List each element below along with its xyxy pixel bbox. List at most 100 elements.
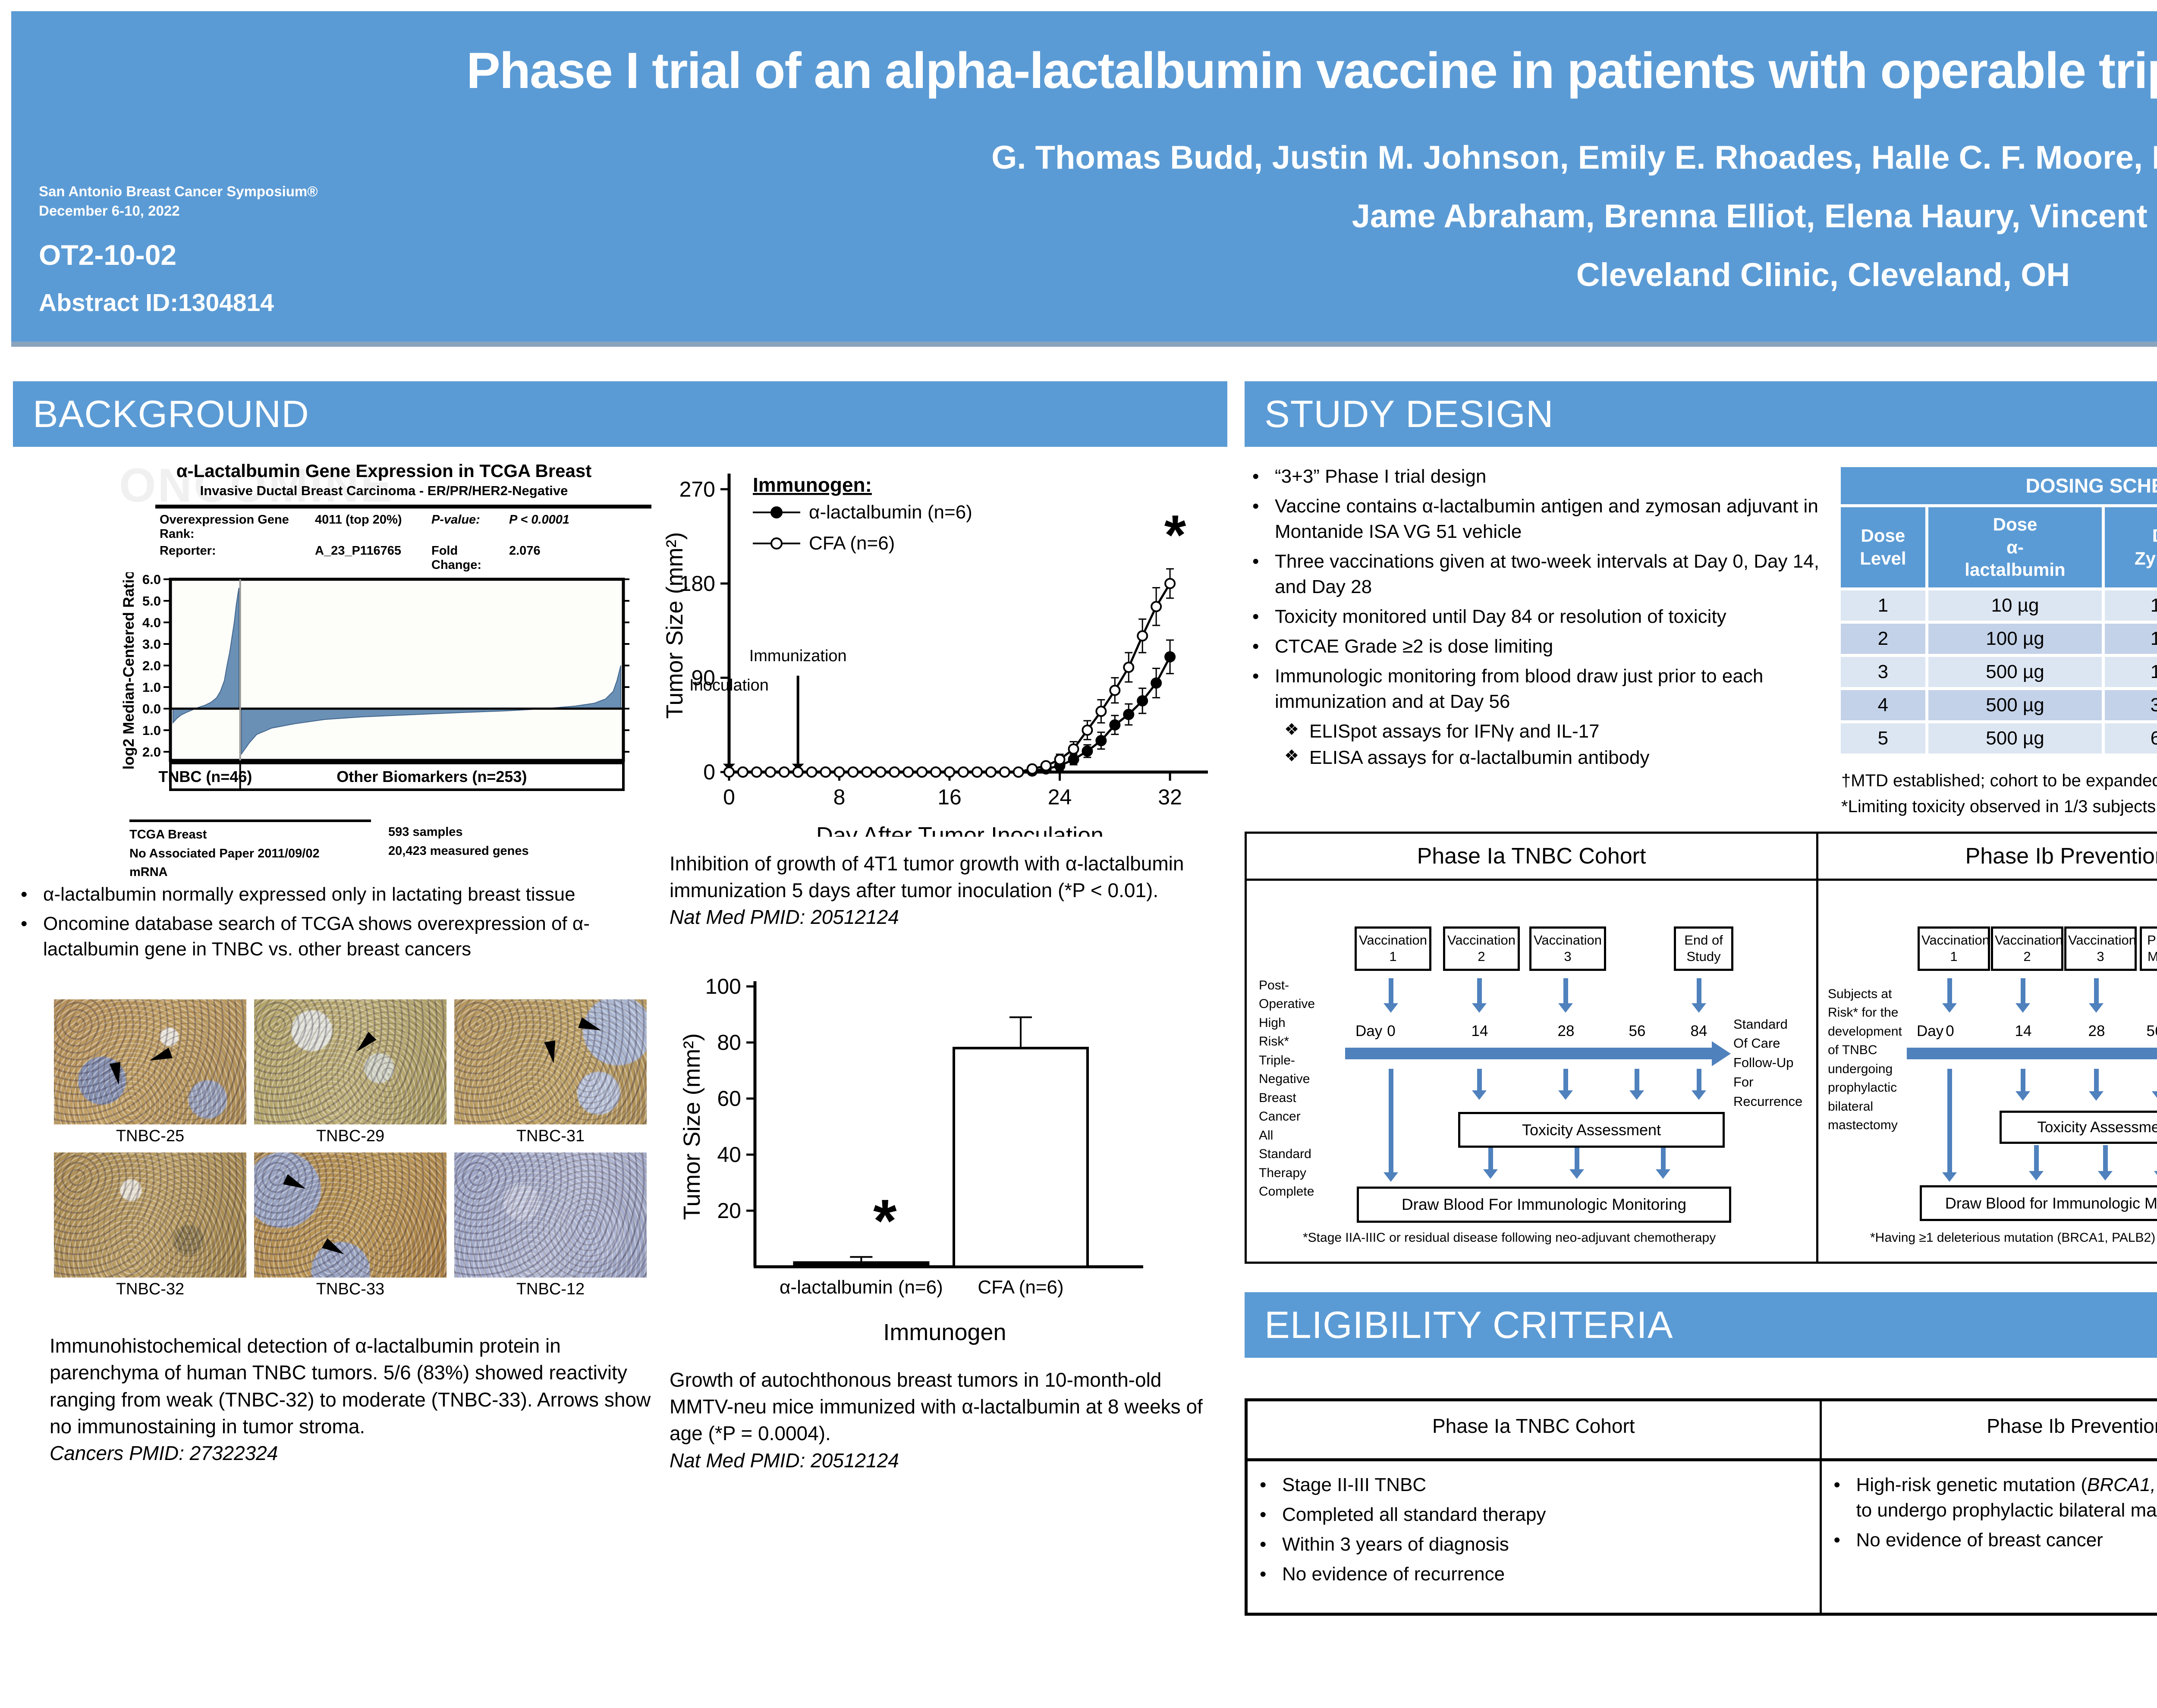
stat-label: Fold Change: [431,544,481,572]
authors-line-2: Jame Abraham, Brenna Elliot, Elena Haury… [1352,198,2157,235]
svg-text:Tumor Size (mm²): Tumor Size (mm²) [662,532,688,719]
study-bullet: Toxicity monitored until Day 84 or resol… [1245,604,1825,630]
eligibility-col2-title: Phase Ib Prevention Cohort [1821,1401,2157,1462]
bar-chart-caption: Growth of autochthonous breast tumors in… [670,1366,1222,1473]
tcga-expression-figure: ONCOMINE α-Lactalbumin Gene Expression i… [116,459,651,882]
ihc-image-tnbc32 [54,1152,246,1278]
dose-row: 110 µg10 µg3/3 [1841,590,2157,621]
stat-label: Overexpression Gene Rank: [160,513,289,541]
ihc-caption-source: Cancers PMID: 27322324 [50,1441,278,1464]
day-tick: 56 [1629,1022,1646,1039]
svg-text:Day After Tumor Inoculation: Day After Tumor Inoculation [816,823,1104,837]
svg-text:TNBC (n=46): TNBC (n=46) [158,768,252,785]
phase-ib-title: Phase Ib Prevention Cohort [1818,834,2157,881]
dosing-footnotes: †MTD established; cohort to be expanded … [1841,768,2157,819]
down-arrow-icon [1692,1068,1706,1100]
tcga-genes: 20,423 measured genes [388,844,529,858]
ihc-image-tnbc12 [454,1152,647,1278]
background-bullet: Oncomine database search of TCGA shows o… [13,911,608,962]
day-tick: 0 [1946,1022,1954,1039]
ia-toxicity-box: Toxicity Assessment [1458,1111,1725,1148]
day-tick: 14 [2015,1022,2032,1039]
day-word: Day [1917,1022,1944,1039]
line-chart-caption: Inhibition of growth of 4T1 tumor growth… [670,850,1222,930]
ihc-label: TNBC-32 [116,1280,185,1299]
phase-ia-panel: Phase Ia TNBC Cohort Post- Operative Hig… [1247,833,1818,1262]
tcga-waterfall-chart: 6.0 5.0 4.0 3.0 2.0 1.0 0.0 1.0 2.0 log2 Median-C… [120,570,629,791]
svg-text:90: 90 [691,666,715,690]
down-arrow-icon [1558,1068,1573,1100]
ihc-image-tnbc25 [54,999,246,1125]
study-sub-bullet: ELISA assays for α-lactalbumin antibody [1245,745,1825,771]
down-arrow-icon [1692,978,1706,1013]
down-arrow-icon [1383,1068,1398,1182]
down-arrow-icon [2016,1068,2030,1101]
tcga-mrna: mRNA [129,865,168,879]
svg-text:8: 8 [833,785,846,809]
background-bullet: α-lactalbumin normally expressed only in… [13,882,608,907]
svg-text:*: * [873,1187,897,1255]
eligibility-item: High-risk genetic mutation (BRCA1, PALB2… [1826,1473,2157,1523]
svg-text:α-lactalbumin (n=6): α-lactalbumin (n=6) [780,1277,943,1298]
study-bullet: Immunologic monitoring from blood draw j… [1245,664,1825,715]
svg-text:20: 20 [717,1199,741,1223]
ib-footnote: *Having ≥1 deleterious mutation (BRCA1, … [1870,1230,2156,1245]
day-word: Day [1355,1022,1383,1039]
ihc-label: TNBC-25 [116,1127,185,1146]
ihc-caption: Immunohistochemical detection of α-lacta… [50,1332,662,1466]
svg-text:16: 16 [937,785,962,809]
stat-value: 2.076 [509,544,541,558]
tcga-figure-subtitle: Invasive Ductal Breast Carcinoma - ER/PR… [200,483,568,498]
abstract-id: Abstract ID:1304814 [39,289,274,317]
affiliation: Cleveland Clinic, Cleveland, OH [1576,257,2070,293]
dosing-footnote: *Limiting toxicity observed in 1/3 subje… [1841,797,2156,816]
down-arrow-icon [1483,1147,1498,1179]
ib-toxicity-box: Toxicity Assessment [2000,1110,2157,1144]
svg-text:4.0: 4.0 [142,615,161,630]
dosing-scheme: DOSING SCHEME Dose Level Dose α- lactalb… [1838,464,2157,819]
eligibility-item: Completed all standard therapy [1252,1502,1809,1528]
day-tick: 28 [2088,1022,2105,1039]
down-arrow-icon [1629,1068,1644,1100]
ia-blood-box: Draw Blood For Immunologic Monitoring [1357,1186,1731,1223]
tcga-paper: No Associated Paper 2011/09/02 [129,846,320,860]
day-tick: 0 [1387,1022,1396,1039]
stat-label: Reporter: [160,544,216,558]
timeline-arrow [1345,1041,1731,1066]
tcga-stats: Overexpression Gene Rank: 4011 (top 20%)… [160,513,651,572]
end-of-study-box: End of Study [1674,926,1733,971]
ihc-image-tnbc29 [254,999,446,1125]
study-design-header: STUDY DESIGN [1245,381,2157,447]
dosing-title: DOSING SCHEME [1841,467,2157,504]
svg-text:6.0: 6.0 [142,572,161,587]
ihc-label: TNBC-33 [316,1280,385,1299]
svg-text:0: 0 [723,785,735,809]
svg-text:1.0: 1.0 [142,723,161,738]
svg-text:0.0: 0.0 [142,701,161,716]
svg-text:Immunogen:: Immunogen: [753,474,872,496]
day-tick: 84 [1690,1022,1707,1039]
tcga-footer-right: 593 samples 20,423 measured genes [388,819,529,882]
svg-text:CFA (n=6): CFA (n=6) [809,533,895,554]
header-banner: Phase I trial of an alpha-lactalbumin va… [11,11,2157,347]
vaccination-1-box: Vaccination 1 [1355,926,1431,971]
study-bullet: “3+3” Phase I trial design [1245,464,1825,490]
svg-text:2.0: 2.0 [142,744,161,760]
down-arrow-icon [2089,978,2104,1013]
ihc-image-tnbc33 [254,1152,446,1278]
svg-text:100: 100 [705,974,741,998]
down-arrow-icon [1942,978,1957,1013]
svg-text:Other Biomarkers (n=253): Other Biomarkers (n=253) [336,768,527,785]
bar-caption-source: Nat Med PMID: 20512124 [670,1449,899,1472]
eligibility-col2-list: High-risk genetic mutation (BRCA1, PALB2… [1826,1473,2157,1553]
study-design-section: STUDY DESIGN “3+3” Phase I trial design … [1245,381,2157,1616]
background-header: BACKGROUND [13,381,1227,447]
oncomine-watermark: ONCOMINE [119,459,394,512]
eligibility-table: Phase Ia TNBC Cohort Phase Ib Prevention… [1245,1398,2157,1616]
background-section: BACKGROUND ONCOMINE α-Lactalbumin Gene E… [13,381,1227,1474]
ihc-image-grid: TNBC-25 TNBC-29 TNBC-31 TNBC-32 TNBC-33 … [54,999,647,1299]
down-arrow-icon [2016,978,2030,1013]
svg-text:CFA (n=6): CFA (n=6) [978,1277,1063,1298]
